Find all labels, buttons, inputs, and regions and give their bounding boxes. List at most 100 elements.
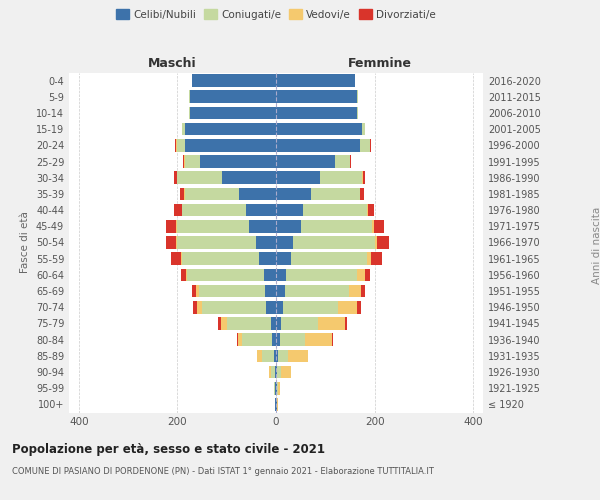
- Bar: [271, 366, 275, 378]
- Bar: [182, 123, 185, 136]
- Bar: [276, 236, 293, 249]
- Bar: [239, 188, 276, 200]
- Bar: [178, 236, 256, 249]
- Bar: [187, 268, 263, 281]
- Text: Popolazione per età, sesso e stato civile - 2021: Popolazione per età, sesso e stato civil…: [12, 442, 325, 456]
- Bar: [360, 188, 364, 200]
- Bar: [242, 334, 272, 346]
- Bar: [374, 236, 377, 249]
- Bar: [265, 285, 276, 298]
- Bar: [271, 317, 276, 330]
- Text: Femmine: Femmine: [347, 57, 412, 70]
- Bar: [293, 236, 374, 249]
- Bar: [301, 220, 372, 232]
- Bar: [276, 155, 335, 168]
- Bar: [185, 155, 200, 168]
- Bar: [200, 155, 276, 168]
- Bar: [185, 139, 276, 151]
- Bar: [238, 334, 242, 346]
- Bar: [358, 268, 365, 281]
- Bar: [285, 285, 349, 298]
- Bar: [276, 398, 277, 410]
- Text: Anni di nascita: Anni di nascita: [592, 206, 600, 284]
- Bar: [276, 366, 277, 378]
- Bar: [202, 301, 266, 314]
- Bar: [274, 382, 275, 394]
- Bar: [176, 236, 178, 249]
- Bar: [276, 220, 301, 232]
- Bar: [305, 334, 332, 346]
- Bar: [368, 204, 374, 216]
- Bar: [276, 334, 280, 346]
- Bar: [367, 204, 368, 216]
- Bar: [269, 366, 271, 378]
- Bar: [175, 204, 182, 216]
- Bar: [181, 268, 186, 281]
- Bar: [367, 252, 371, 265]
- Bar: [286, 268, 358, 281]
- Bar: [278, 350, 289, 362]
- Y-axis label: Fasce di età: Fasce di età: [20, 212, 30, 274]
- Bar: [185, 188, 239, 200]
- Bar: [218, 317, 221, 330]
- Legend: Celibi/Nubili, Coniugati/e, Vedovi/e, Divorziati/e: Celibi/Nubili, Coniugati/e, Vedovi/e, Di…: [112, 5, 440, 24]
- Bar: [176, 139, 178, 151]
- Text: Maschi: Maschi: [148, 57, 197, 70]
- Bar: [350, 155, 352, 168]
- Bar: [276, 204, 303, 216]
- Bar: [227, 317, 271, 330]
- Bar: [181, 188, 184, 200]
- Bar: [256, 236, 276, 249]
- Bar: [280, 334, 305, 346]
- Bar: [370, 139, 371, 151]
- Bar: [276, 139, 360, 151]
- Bar: [197, 301, 202, 314]
- Bar: [185, 123, 276, 136]
- Bar: [276, 172, 320, 184]
- Bar: [275, 382, 276, 394]
- Bar: [178, 220, 249, 232]
- Bar: [311, 188, 360, 200]
- Bar: [166, 220, 176, 232]
- Bar: [276, 123, 362, 136]
- Bar: [183, 155, 184, 168]
- Bar: [291, 252, 367, 265]
- Bar: [276, 350, 278, 362]
- Bar: [181, 252, 182, 265]
- Bar: [193, 301, 197, 314]
- Bar: [190, 90, 276, 103]
- Bar: [361, 285, 365, 298]
- Bar: [318, 317, 345, 330]
- Bar: [276, 74, 355, 87]
- Bar: [303, 204, 367, 216]
- Bar: [276, 301, 283, 314]
- Bar: [277, 382, 278, 394]
- Bar: [349, 285, 361, 298]
- Bar: [362, 123, 365, 136]
- Bar: [338, 301, 358, 314]
- Bar: [276, 90, 358, 103]
- Bar: [272, 334, 276, 346]
- Bar: [262, 350, 274, 362]
- Bar: [178, 172, 222, 184]
- Bar: [236, 334, 238, 346]
- Bar: [257, 350, 262, 362]
- Bar: [166, 236, 176, 249]
- Bar: [358, 301, 361, 314]
- Bar: [365, 268, 370, 281]
- Bar: [178, 139, 185, 151]
- Bar: [175, 172, 177, 184]
- Bar: [276, 252, 291, 265]
- Bar: [275, 398, 276, 410]
- Bar: [199, 285, 265, 298]
- Bar: [192, 285, 196, 298]
- Bar: [263, 268, 276, 281]
- Bar: [196, 285, 199, 298]
- Bar: [276, 317, 281, 330]
- Bar: [186, 268, 187, 281]
- Bar: [249, 220, 276, 232]
- Bar: [281, 317, 318, 330]
- Bar: [345, 317, 347, 330]
- Bar: [363, 172, 365, 184]
- Bar: [276, 382, 277, 394]
